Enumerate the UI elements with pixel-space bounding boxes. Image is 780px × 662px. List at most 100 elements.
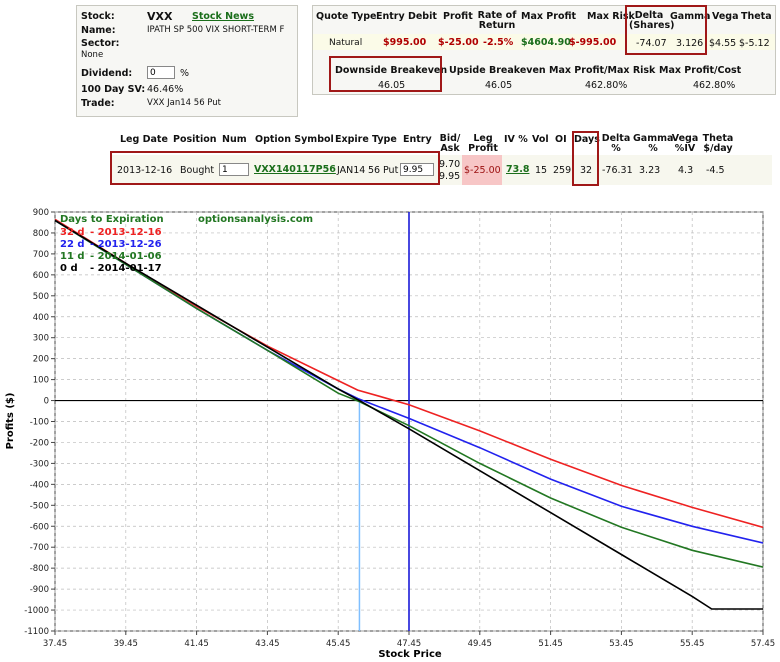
y-tick-label: -700 [30,543,49,553]
y-tick-label: 300 [33,334,49,344]
legend-title: Days to Expiration [60,214,164,225]
hdr-num: Num [222,134,247,145]
hdr-days: Days [574,134,600,145]
sector-label: Sector: [81,38,120,49]
y-tick-label: 200 [33,355,49,365]
hdr-gamma: Gamma [670,11,711,22]
highlight-downside-breakeven [329,56,442,92]
leg-date-value: 2013-12-16 [117,165,173,176]
legend-item-date: - 2013-12-16 [90,227,162,238]
legend-item-name: 22 d [60,239,85,250]
x-tick-label: 37.45 [43,639,67,649]
dividend-input[interactable] [147,66,175,79]
y-axis-label: Profits ($) [5,393,16,450]
quote-row [313,34,775,50]
x-tick-label: 43.45 [255,639,279,649]
chart-series [54,218,764,610]
position-value: Bought [180,165,215,176]
hdr-delta-shares: Delta (Shares) [629,10,675,31]
watermark: optionsanalysis.com [198,214,313,225]
hdr-entry: Entry [403,134,432,145]
x-tick-label: 49.45 [468,639,492,649]
delta-value: -74.07 [636,38,667,49]
y-tick-label: -400 [30,480,49,490]
legend-item-name: 32 d [60,227,85,238]
name-label: Name: [81,25,116,36]
max-profit-max-risk-value: 462.80% [585,80,628,91]
gamma-value: 3.126 [676,38,704,49]
stock-news-link[interactable]: Stock News [192,11,254,22]
hdr-gamma-pct: Gamma % [633,133,674,154]
y-tick-label: 100 [33,376,49,386]
y-tick-label: -800 [30,564,49,574]
hdr-iv: IV % [504,134,528,145]
y-tick-label: 0 [44,397,49,407]
hdr-vega: Vega [712,11,739,22]
vega-iv-value: 4.3 [678,165,694,176]
leg-profit-cell [462,155,502,185]
y-tick-label: -1000 [24,606,49,616]
name-value: IPATH SP 500 VIX SHORT-TERM F [147,25,285,35]
legend-item-name: 0 d [60,263,78,274]
y-tick-label: -900 [30,585,49,595]
hdr-max-profit: Max Profit [521,11,577,22]
x-tick-label: 45.45 [326,639,350,649]
x-axis-label: Stock Price [378,649,442,660]
quote-panel: Quote Type Entry Debit Profit Rate of Re… [312,5,776,95]
chart-axes: 900 800 700 600 500 400 300 200 100 0 -100 -200 -300… [24,208,775,649]
gamma-pct-value: 3.23 [639,165,661,176]
trade-label: Trade: [81,98,115,109]
y-tick-label: -500 [30,501,49,511]
y-tick-label: -600 [30,522,49,532]
bid-value: 9.70 [439,159,461,170]
entry-debit-value: $995.00 [383,37,427,48]
x-tick-label: 53.45 [609,639,633,649]
hdr-profit: Profit [443,11,473,22]
hdr-entry-debit: Entry Debit [376,11,437,22]
ask-value: 9.95 [439,171,461,182]
vega-value: $4.55 [709,38,737,49]
option-symbol-link[interactable]: VXX140117P56 [254,164,336,175]
y-tick-label: 700 [33,250,49,260]
legend-item-date: - 2013-12-26 [90,239,162,250]
theta-day-value: -4.5 [706,165,725,176]
series-line-0d [54,219,763,610]
hdr-oi: OI [555,134,567,145]
oi-value: 259 [553,165,572,176]
expire-value: JAN14 [337,165,366,176]
series-line-11d [54,219,764,568]
y-tick-label: 800 [33,229,49,239]
hdr-bid-ask: Bid/ Ask [439,133,461,154]
rate-of-return-value: -2.5% [483,37,514,48]
entry-input[interactable] [400,163,434,176]
y-tick-label: -1100 [24,627,49,637]
upside-breakeven-value: 46.05 [485,80,513,91]
y-tick-label: -100 [30,418,49,428]
hdr-leg-profit: Leg Profit [468,133,498,154]
chart-legend: 32 d - 2013-12-16 22 d - 2013-12-26 11 d - 20… [60,227,162,274]
hdr-theta: Theta [741,11,772,22]
dividend-unit: % [180,68,190,79]
hdr-type: Type [372,134,397,145]
x-tick-label: 55.45 [680,639,704,649]
hdr-vol: Vol [532,134,549,145]
days-value: 32 [580,165,593,176]
x-tick-label: 51.45 [538,639,562,649]
hdr-delta-pct: Delta % [601,133,631,154]
stock-symbol: VXX [147,10,173,23]
x-tick-label: 41.45 [184,639,208,649]
x-tick-label: 57.45 [751,639,775,649]
sv-label: 100 Day SV: [81,84,146,95]
y-tick-label: 600 [33,271,49,281]
hdr-upside-breakeven: Upside Breakeven [449,65,546,76]
hdr-downside-breakeven: Downside Breakeven [335,65,448,76]
num-input[interactable] [219,163,249,176]
dividend-label: Dividend: [81,68,133,79]
y-tick-label: -300 [30,459,49,469]
iv-link[interactable]: 73.8 [506,164,530,175]
x-tick-label: 47.45 [397,639,421,649]
type-value: Put [383,165,399,176]
hdr-theta-day: Theta $/day [702,133,734,154]
downside-breakeven-value: 46.05 [378,80,406,91]
